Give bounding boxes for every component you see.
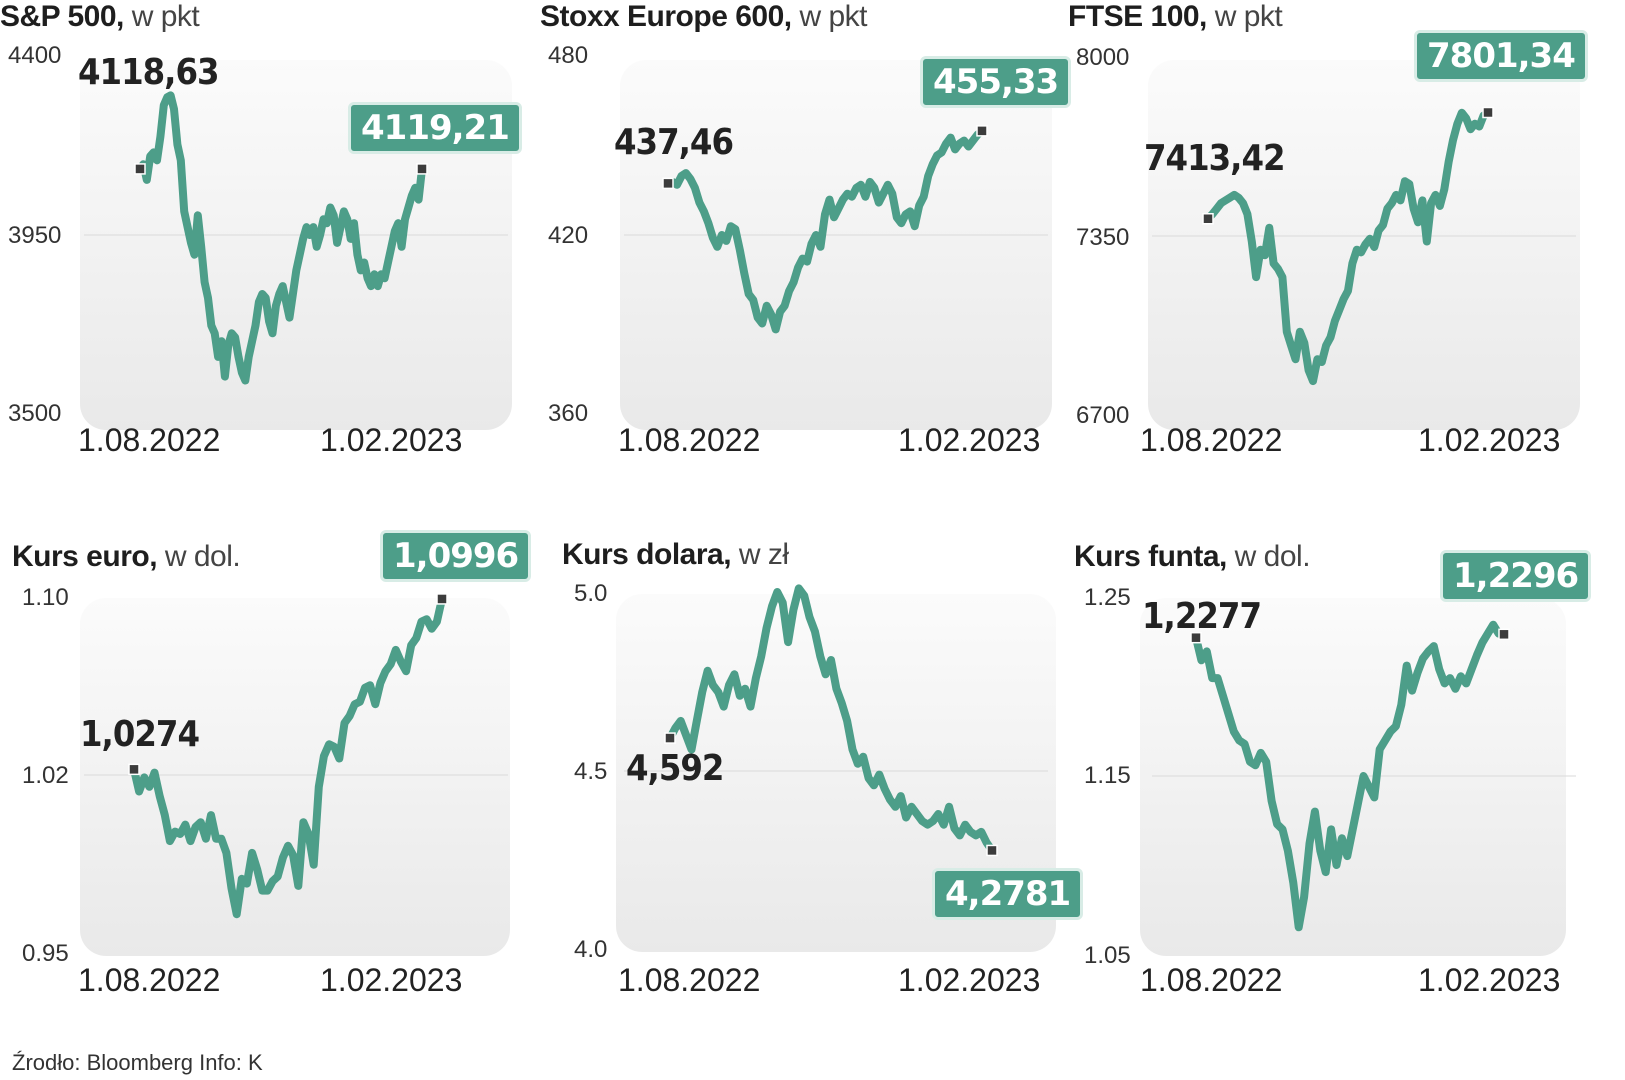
y-tick-label: 480 bbox=[548, 42, 589, 69]
title-name: Kurs funta, bbox=[1074, 540, 1227, 573]
start-value-label: 437,46 bbox=[614, 122, 734, 163]
chart-panel-usd-pln: Kurs dolara, w zł 5.0 4.5 4.0 1.08.2022 … bbox=[540, 538, 1084, 1040]
series-line bbox=[130, 594, 446, 919]
title-unit: w zł bbox=[731, 538, 789, 571]
chart-title: FTSE 100, w pkt bbox=[1068, 0, 1283, 34]
start-value-label: 7413,42 bbox=[1144, 138, 1286, 179]
title-unit: w dol. bbox=[1226, 540, 1311, 573]
series-line bbox=[664, 126, 986, 334]
chart-panel-stoxx600: Stoxx Europe 600, w pkt 480 420 360 1.08… bbox=[540, 0, 1080, 500]
title-name: FTSE 100, bbox=[1068, 0, 1207, 33]
x-tick-label: 1.08.2022 bbox=[1140, 422, 1283, 458]
y-tick-label: 4.5 bbox=[574, 758, 608, 785]
chart-panel-gbp-usd: Kurs funta, w dol. 1.25 1.15 1.05 1.08.2… bbox=[1068, 540, 1608, 1040]
title-name: Kurs dolara, bbox=[562, 538, 732, 571]
y-tick-label: 3950 bbox=[8, 222, 62, 249]
start-marker bbox=[1202, 212, 1214, 225]
chart-panel-eur-usd: Kurs euro, w dol. 1.10 1.02 0.95 1.08.20… bbox=[0, 530, 540, 1040]
chart-title: Stoxx Europe 600, w pkt bbox=[540, 0, 867, 34]
end-marker bbox=[416, 163, 428, 175]
x-tick-label: 1.08.2022 bbox=[78, 962, 221, 998]
y-tick-label: 3500 bbox=[8, 400, 62, 427]
title-name: Stoxx Europe 600, bbox=[540, 0, 792, 33]
line-chart bbox=[84, 91, 508, 385]
series-line bbox=[666, 584, 996, 855]
line-chart bbox=[624, 125, 1048, 334]
title-unit: w pkt bbox=[123, 0, 200, 33]
y-tick-label: 1.02 bbox=[22, 762, 69, 789]
x-tick-label: 1.08.2022 bbox=[1140, 962, 1283, 998]
x-tick-label: 1.02.2023 bbox=[898, 422, 1041, 458]
y-tick-label: 360 bbox=[548, 400, 589, 427]
x-tick-label: 1.02.2023 bbox=[320, 962, 463, 998]
end-value-label: 1,0996 bbox=[380, 530, 532, 582]
x-tick-label: 1.02.2023 bbox=[320, 422, 463, 458]
start-marker bbox=[134, 163, 146, 175]
end-value-label: 7801,34 bbox=[1414, 30, 1588, 82]
y-tick-label: 6700 bbox=[1076, 402, 1130, 429]
end-marker bbox=[436, 593, 448, 605]
y-tick-label: 0.95 bbox=[22, 940, 69, 967]
title-unit: w dol. bbox=[157, 540, 241, 573]
series-line bbox=[136, 91, 426, 385]
line-chart bbox=[1152, 106, 1576, 386]
y-tick-label: 8000 bbox=[1076, 44, 1130, 71]
source-credit: Źrodło: Bloomberg Info: K bbox=[12, 1050, 263, 1075]
plot-area bbox=[620, 60, 1052, 430]
y-tick-label: 1.15 bbox=[1084, 762, 1131, 789]
end-marker bbox=[1498, 628, 1510, 641]
x-tick-label: 1.08.2022 bbox=[618, 422, 761, 458]
chart-panel-sp500: S&P 500, w pkt 4400 3950 3500 1.08.2022 … bbox=[0, 0, 540, 500]
end-marker bbox=[1482, 106, 1494, 119]
series-line bbox=[1204, 108, 1492, 386]
title-unit: w pkt bbox=[791, 0, 867, 33]
x-tick-label: 1.08.2022 bbox=[78, 422, 221, 458]
line-chart bbox=[624, 584, 1048, 857]
x-tick-label: 1.02.2023 bbox=[898, 962, 1041, 998]
y-tick-label: 420 bbox=[548, 222, 589, 249]
title-unit: w pkt bbox=[1206, 0, 1283, 33]
y-tick-label: 1.25 bbox=[1084, 584, 1131, 611]
start-marker bbox=[128, 763, 140, 776]
y-tick-label: 5.0 bbox=[574, 580, 608, 607]
line-chart bbox=[1152, 620, 1576, 932]
start-marker bbox=[662, 177, 674, 190]
start-value-label: 1,0274 bbox=[80, 714, 200, 755]
end-value-label: 1,2296 bbox=[1440, 550, 1592, 602]
end-value-label: 455,33 bbox=[920, 56, 1072, 108]
x-tick-label: 1.08.2022 bbox=[618, 962, 761, 998]
y-tick-label: 7350 bbox=[1076, 224, 1130, 251]
y-tick-label: 1.10 bbox=[22, 584, 69, 611]
chart-title: S&P 500, w pkt bbox=[0, 0, 200, 34]
start-marker bbox=[664, 732, 676, 744]
start-value-label: 4118,63 bbox=[78, 52, 220, 93]
start-value-label: 1,2277 bbox=[1142, 596, 1262, 637]
end-value-label: 4119,21 bbox=[348, 102, 522, 154]
x-tick-label: 1.02.2023 bbox=[1418, 962, 1561, 998]
end-marker bbox=[986, 844, 998, 857]
title-name: S&P 500, bbox=[0, 0, 124, 33]
chart-panel-ftse100: FTSE 100, w pkt 8000 7350 6700 1.08.2022… bbox=[1068, 0, 1608, 500]
y-tick-label: 4400 bbox=[8, 42, 62, 69]
end-marker bbox=[976, 125, 988, 137]
end-value-label: 4,2781 bbox=[932, 868, 1084, 920]
chart-title: Kurs dolara, w zł bbox=[562, 538, 789, 572]
chart-title: Kurs euro, w dol. bbox=[12, 540, 241, 574]
y-tick-label: 1.05 bbox=[1084, 942, 1131, 969]
start-value-label: 4,592 bbox=[626, 748, 724, 789]
line-chart bbox=[84, 593, 508, 919]
start-marker bbox=[1190, 631, 1202, 644]
series-line bbox=[1192, 620, 1508, 932]
chart-title: Kurs funta, w dol. bbox=[1074, 540, 1311, 574]
x-tick-label: 1.02.2023 bbox=[1418, 422, 1561, 458]
title-name: Kurs euro, bbox=[12, 540, 158, 573]
y-tick-label: 4.0 bbox=[574, 936, 608, 963]
